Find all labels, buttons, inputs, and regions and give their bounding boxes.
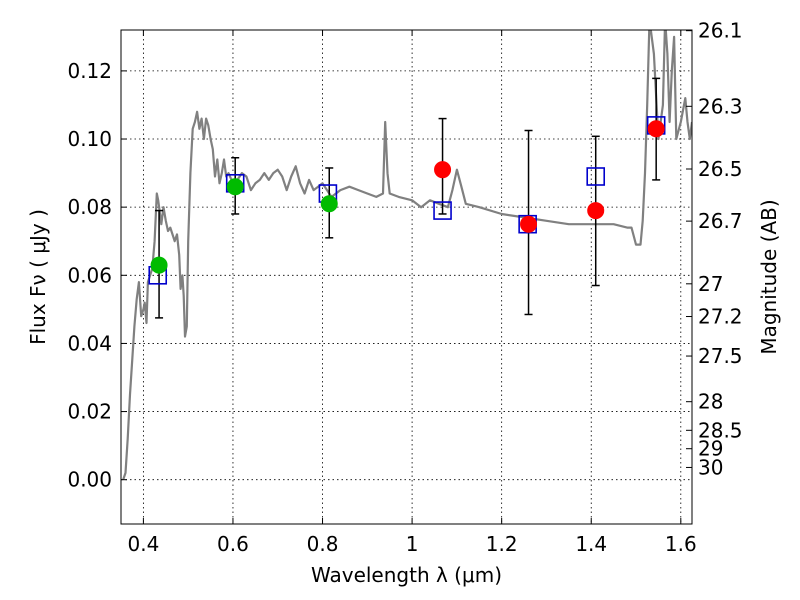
model-photometry-square xyxy=(433,201,452,220)
y-tick-label: 0.02 xyxy=(67,400,112,424)
observed-flux-point xyxy=(434,161,452,179)
x-tick-label: 0.6 xyxy=(217,532,249,556)
observed-flux-point xyxy=(226,178,244,196)
y2-tick-label: 26.3 xyxy=(698,94,743,118)
observed-flux-point xyxy=(150,256,168,274)
y2-tick-label: 29 xyxy=(698,437,723,461)
y2-tick-label: 28.5 xyxy=(698,418,743,442)
model-photometry-square xyxy=(586,167,606,186)
y2-tick-label: 27.5 xyxy=(698,344,743,368)
y2-tick-label: 27.2 xyxy=(698,305,743,329)
y2-axis-title: Magnitude (AB) xyxy=(757,199,781,354)
sed-model-line xyxy=(122,30,692,481)
plot-area xyxy=(122,30,692,481)
y-tick-label: 0.00 xyxy=(67,468,112,492)
x-tick-label: 1.6 xyxy=(665,532,697,556)
grid xyxy=(121,30,692,524)
y-tick-label: 0.12 xyxy=(67,59,112,83)
y2-tick-label: 26.5 xyxy=(698,157,743,181)
axis-ticks: 0.4 0.6 0.8 1 1.2 1.4 1.6 0.00 0.02 0.04 0.06 0.08 0… xyxy=(67,19,742,556)
plot-frame xyxy=(120,29,693,525)
x-tick-label: 0.4 xyxy=(127,532,159,556)
x-axis-title: Wavelength λ (μm) xyxy=(311,563,502,587)
y2-tick-label: 26.7 xyxy=(698,209,743,233)
observed-flux-point xyxy=(647,120,665,138)
y-tick-label: 0.06 xyxy=(67,263,112,287)
y-axis-title: Flux Fν ( μJy ) xyxy=(26,209,50,345)
y-tick-label: 0.10 xyxy=(67,127,112,151)
y2-tick-label: 30 xyxy=(698,455,723,479)
y2-tick-label: 27 xyxy=(698,272,723,296)
x-tick-label: 1.2 xyxy=(486,532,518,556)
x-tick-label: 1 xyxy=(406,532,419,556)
x-tick-label: 1.4 xyxy=(575,532,607,556)
y-tick-label: 0.08 xyxy=(67,195,112,219)
observed-flux-point xyxy=(320,195,338,213)
y2-tick-label: 26.1 xyxy=(698,19,743,43)
observed-flux-point xyxy=(520,215,538,233)
x-tick-label: 0.8 xyxy=(307,532,339,556)
y-tick-label: 0.04 xyxy=(67,331,112,355)
y2-tick-label: 28 xyxy=(698,390,723,414)
observed-flux-point xyxy=(587,202,605,220)
